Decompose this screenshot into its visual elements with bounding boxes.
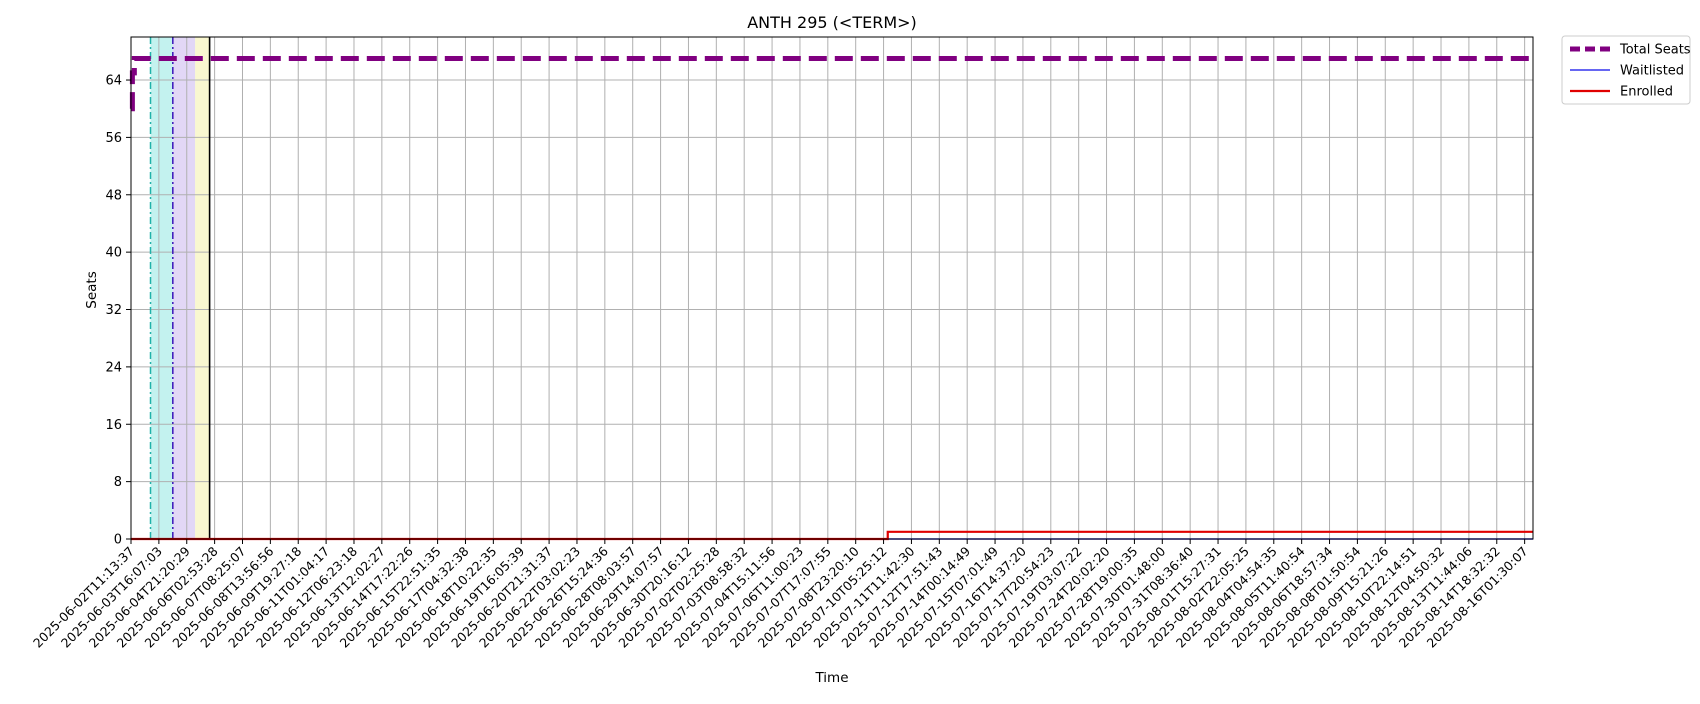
series-line-enrolled [131, 530, 1533, 541]
y-tick-label: 64 [105, 74, 122, 89]
legend-label: Enrolled [1620, 85, 1673, 100]
y-tick-label: 0 [114, 533, 122, 548]
y-tick-label: 8 [114, 475, 122, 490]
shaded-region [195, 37, 210, 539]
y-tick-label: 24 [105, 360, 122, 375]
y-tick-label: 40 [105, 246, 122, 261]
y-tick-label: 16 [105, 418, 122, 433]
legend-label: Total Seats [1619, 43, 1691, 58]
y-axis-ticks: 0 8 16 24 32 40 48 56 64 [105, 74, 131, 548]
plot-frame [130, 36, 1534, 540]
shaded-region [150, 37, 173, 539]
x-axis-label: Time [814, 670, 848, 686]
legend: Total Seats Waitlisted Enrolled [1561, 35, 1691, 105]
y-tick-label: 32 [105, 303, 122, 318]
series-line-total-seats [129, 56, 1533, 112]
chart-title: ANTH 295 (<TERM>) [747, 13, 917, 32]
vertical-markers [149, 37, 211, 539]
legend-label: Waitlisted [1620, 64, 1684, 79]
shaded-region [172, 37, 196, 539]
y-tick-label: 56 [105, 131, 122, 146]
x-axis-ticks: 2025-06-02T11:13:372025-06-03T16:07:0320… [30, 539, 1531, 651]
series-lines [129, 56, 1533, 541]
y-axis-label: Seats [84, 271, 100, 308]
legend-frame [1561, 35, 1691, 105]
grid [130, 37, 1533, 540]
shaded-regions [150, 37, 210, 539]
y-tick-label: 48 [105, 188, 122, 203]
